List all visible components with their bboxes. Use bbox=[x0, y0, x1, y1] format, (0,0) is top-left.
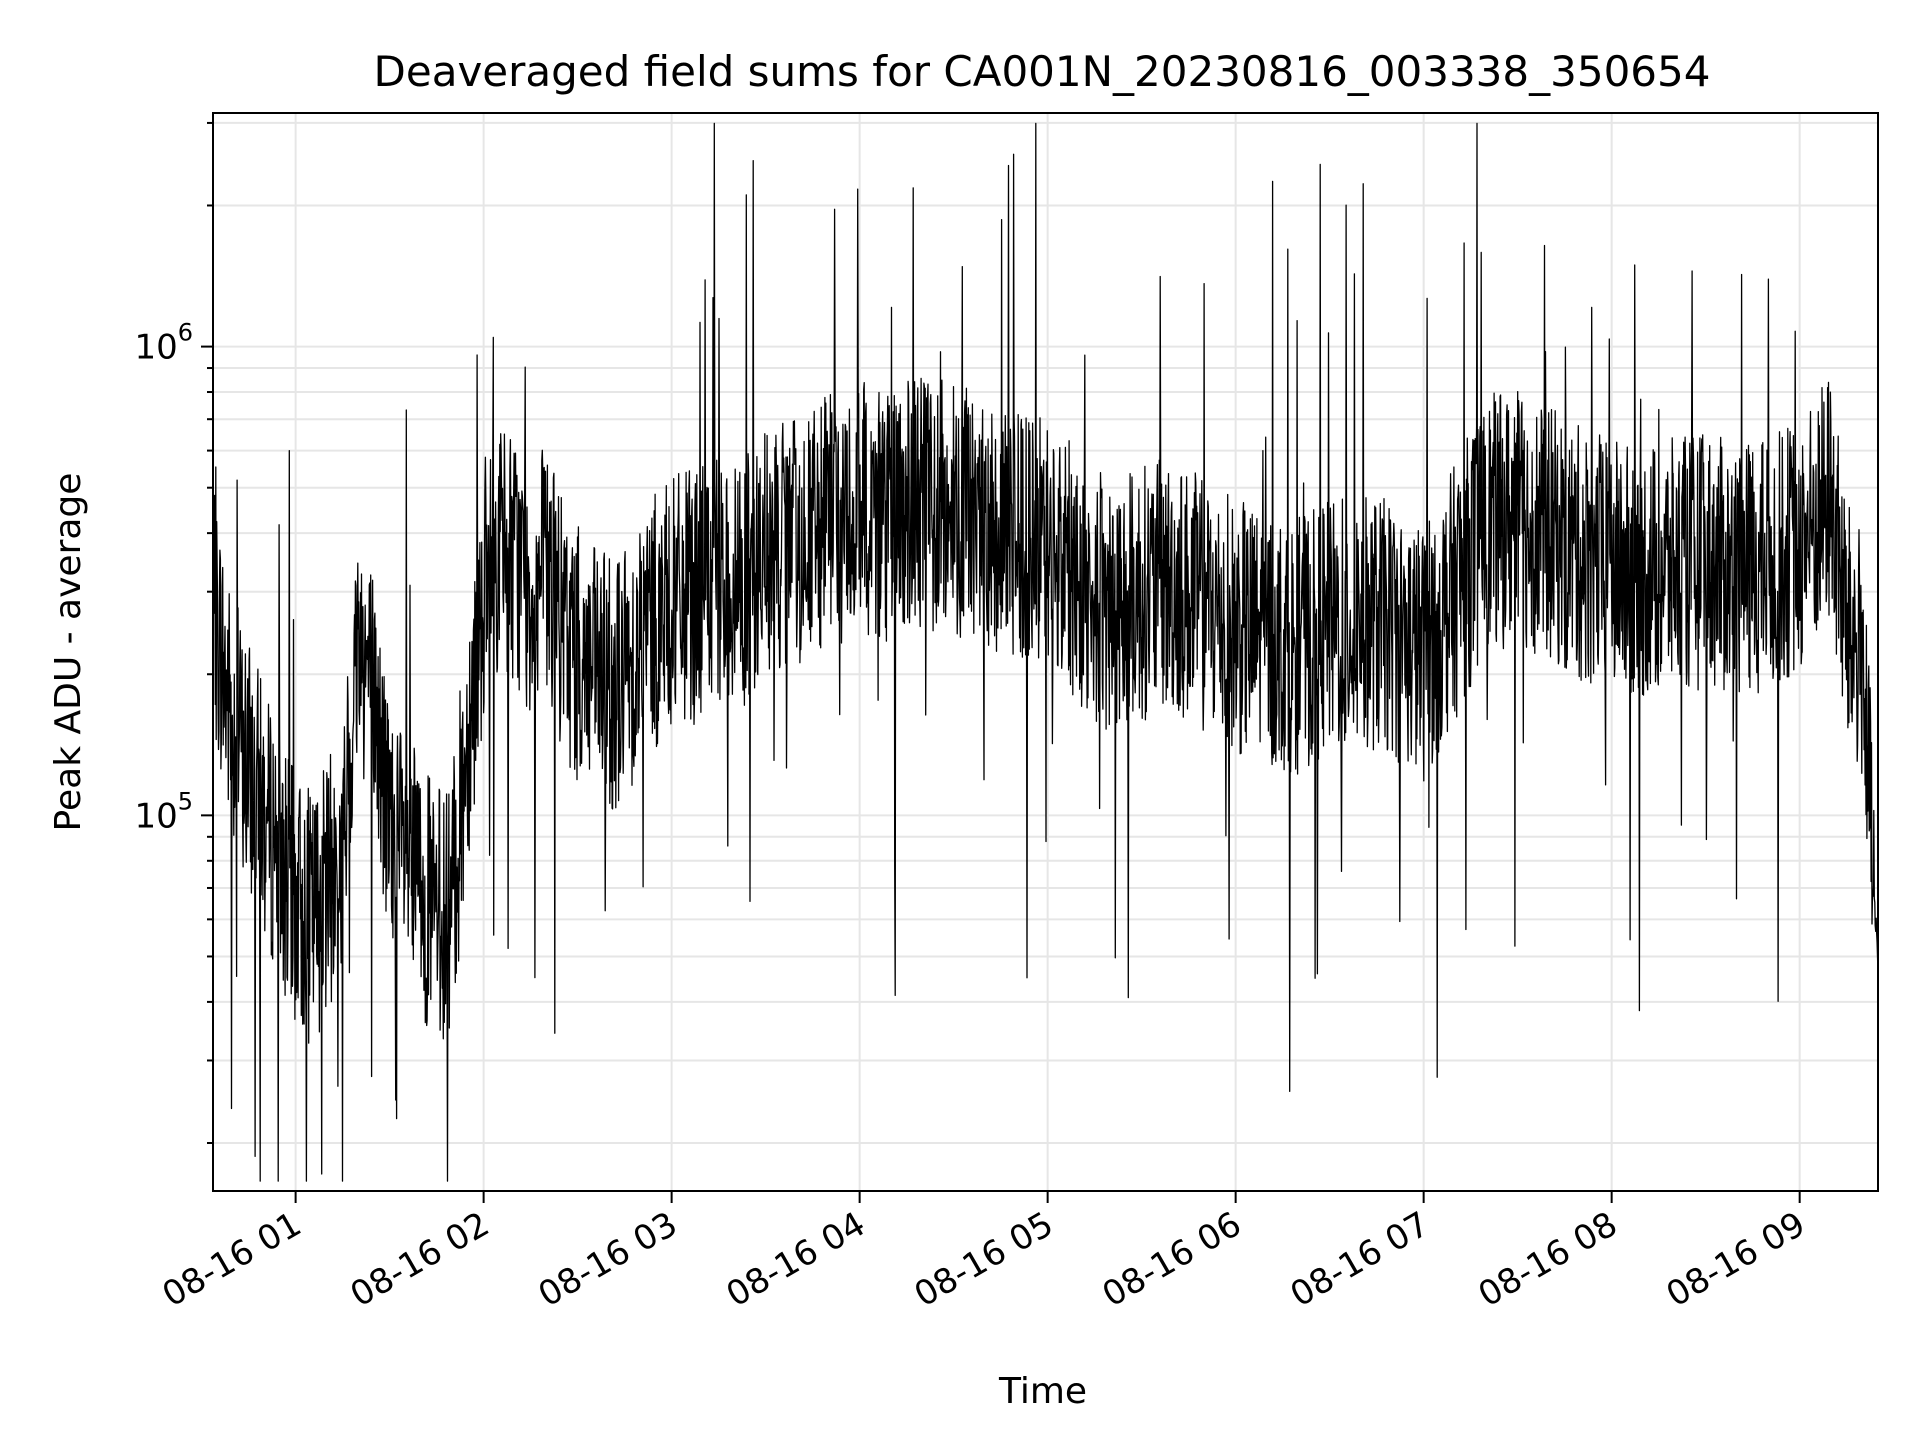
series-line bbox=[212, 122, 1879, 1182]
y-axis-label: Peak ADU - average bbox=[48, 473, 89, 832]
plot-frame bbox=[212, 112, 1879, 1192]
y-tick-base: 10 bbox=[134, 328, 177, 368]
x-axis-label: Time bbox=[998, 1371, 1087, 1412]
y-tick-exponent: 5 bbox=[178, 787, 193, 815]
y-tick-exponent: 6 bbox=[178, 319, 193, 347]
chart-title: Deaveraged field sums for CA001N_2023081… bbox=[374, 47, 1711, 96]
y-tick-base: 10 bbox=[134, 796, 177, 836]
plot-area: 08-16 01 08-16 02 08-16 03 08-16 04 08-16 05… bbox=[134, 112, 1879, 1315]
y-tick-label: 106 bbox=[134, 319, 193, 368]
y-tick-label: 105 bbox=[134, 787, 193, 836]
